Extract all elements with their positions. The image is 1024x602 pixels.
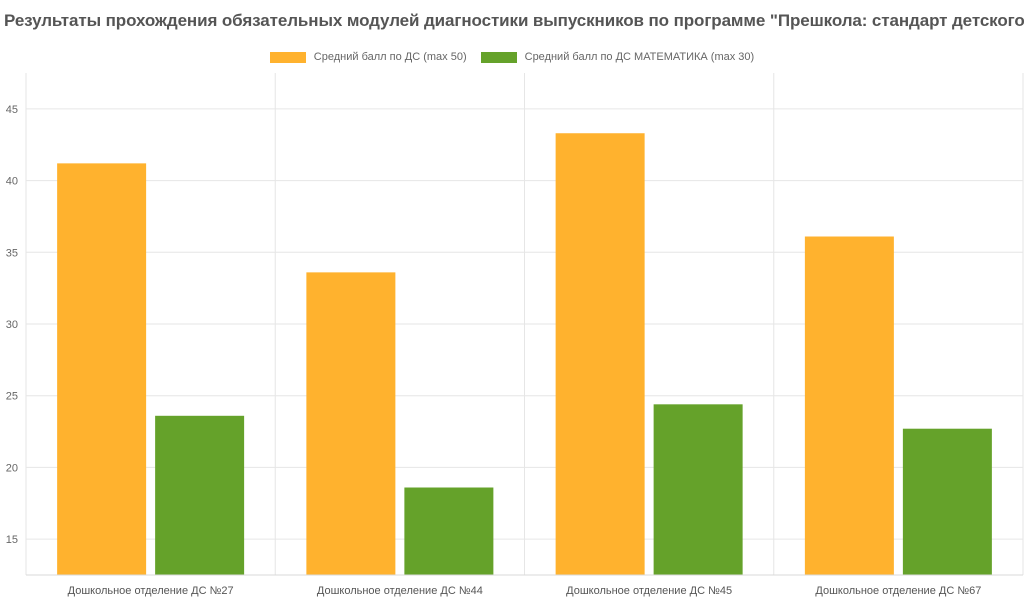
chart-title: Результаты прохождения обязательных моду… (4, 11, 1024, 30)
bar-series-1-3 (555, 133, 645, 576)
y-tick-label: 20 (6, 462, 18, 474)
legend-swatch-series-2 (480, 51, 517, 63)
legend-item-series-2[interactable]: Средний балл по ДС МАТЕМАТИКА (max 30) (480, 51, 755, 63)
y-tick-label: 35 (6, 247, 18, 259)
x-tick-label: Дошкольное отделение ДС №45 (566, 585, 732, 597)
x-tick-label: Дошкольное отделение ДС №67 (815, 585, 981, 597)
y-tick-label: 45 (6, 104, 18, 116)
bar-series-1-1 (57, 163, 147, 576)
legend-label-series-1: Средний балл по ДС (max 50) (313, 51, 467, 63)
bar-series-2-1 (155, 415, 245, 575)
bar-series-1-2 (306, 272, 396, 575)
y-tick-label: 15 (6, 534, 18, 546)
y-tick-label: 30 (6, 319, 18, 331)
y-tick-label: 25 (6, 391, 18, 403)
y-tick-label: 40 (6, 176, 18, 188)
legend-label-series-2: Средний балл по ДС МАТЕМАТИКА (max 30) (524, 51, 755, 63)
bar-series-2-3 (653, 404, 743, 575)
x-tick-label: Дошкольное отделение ДС №27 (68, 585, 234, 597)
legend-item-series-1[interactable]: Средний балл по ДС (max 50) (269, 51, 467, 63)
legend-swatch-series-1 (269, 51, 306, 63)
legend: Средний балл по ДС (max 50) Средний балл… (0, 51, 1024, 63)
x-tick-label: Дошкольное отделение ДС №44 (317, 585, 483, 597)
bar-series-2-2 (404, 487, 494, 575)
bar-series-2-4 (902, 428, 992, 575)
bar-series-1-4 (804, 236, 894, 575)
